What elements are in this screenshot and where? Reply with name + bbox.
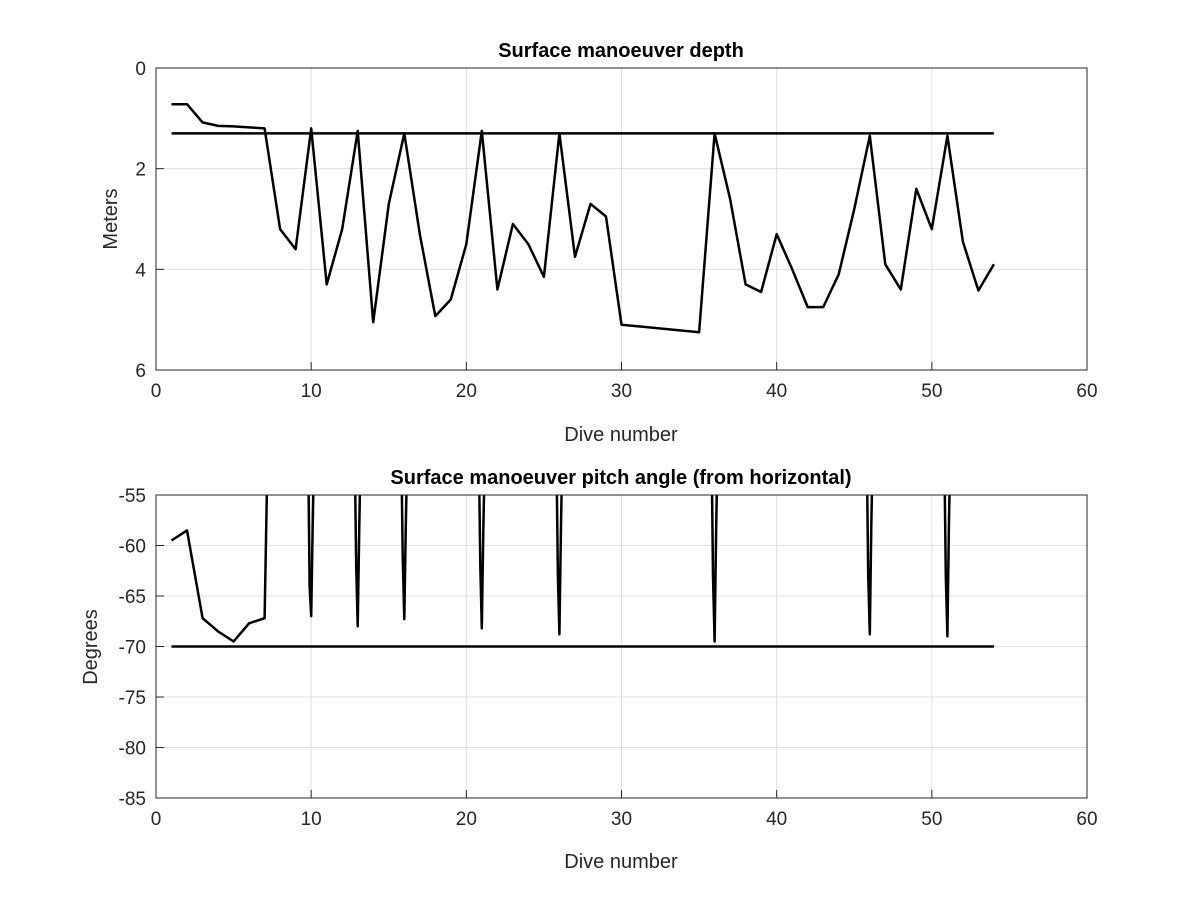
depth-chart-xtick-label: 40 xyxy=(766,381,787,402)
pitch-chart-xtick-label: 50 xyxy=(921,809,942,830)
pitch-chart-ytick-label: -55 xyxy=(119,486,146,507)
pitch-chart-xtick-label: 0 xyxy=(151,809,162,830)
pitch-chart: 0 10 20 30 40 50 60 -85 -80 -75 -70 -65 -60 -55 Surfa… xyxy=(80,467,1098,873)
pitch-chart-xtick-label: 10 xyxy=(301,809,322,830)
depth-chart-xtick-label: 20 xyxy=(456,381,477,402)
depth-chart-ytick-label: 6 xyxy=(135,361,146,382)
depth-chart-ytick-label: 2 xyxy=(135,160,146,181)
pitch-chart-ytick-label: -80 xyxy=(119,739,146,760)
pitch-chart-data-line xyxy=(170,495,951,643)
depth-chart-xtick-label: 10 xyxy=(301,381,322,402)
pitch-chart-xtick-label: 60 xyxy=(1076,809,1097,830)
depth-chart-ylabel: Meters xyxy=(100,188,122,249)
pitch-chart-ytick-label: -65 xyxy=(119,587,146,608)
pitch-chart-ytick-label: -70 xyxy=(119,638,146,659)
depth-chart-title: Surface manoeuver depth xyxy=(498,40,744,62)
pitch-chart-xtick-label: 30 xyxy=(611,809,632,830)
pitch-chart-xlabel: Dive number xyxy=(564,851,678,873)
depth-chart-ytick-label: 0 xyxy=(135,59,146,80)
depth-chart-data-line xyxy=(171,102,995,334)
depth-chart-xtick-label: 50 xyxy=(921,381,942,402)
depth-chart-xtick-label: 60 xyxy=(1076,381,1097,402)
pitch-chart-xtick-label: 20 xyxy=(456,809,477,830)
depth-chart-xtick-label: 30 xyxy=(611,381,632,402)
depth-chart-xlabel: Dive number xyxy=(564,424,678,446)
pitch-chart-ytick-label: -60 xyxy=(119,537,146,558)
depth-chart-xtick-label: 0 xyxy=(151,381,162,402)
pitch-chart-ytick-label: -75 xyxy=(119,688,146,709)
depth-chart: 0 10 20 30 40 50 60 0 2 4 6 Surface manoeuver dept… xyxy=(100,40,1098,446)
pitch-chart-ylabel: Degrees xyxy=(80,609,102,685)
depth-chart-ytick-label: 4 xyxy=(135,260,146,281)
pitch-chart-ytick-label: -85 xyxy=(119,789,146,810)
pitch-chart-xtick-label: 40 xyxy=(766,809,787,830)
pitch-chart-title: Surface manoeuver pitch angle (from hori… xyxy=(390,467,851,489)
